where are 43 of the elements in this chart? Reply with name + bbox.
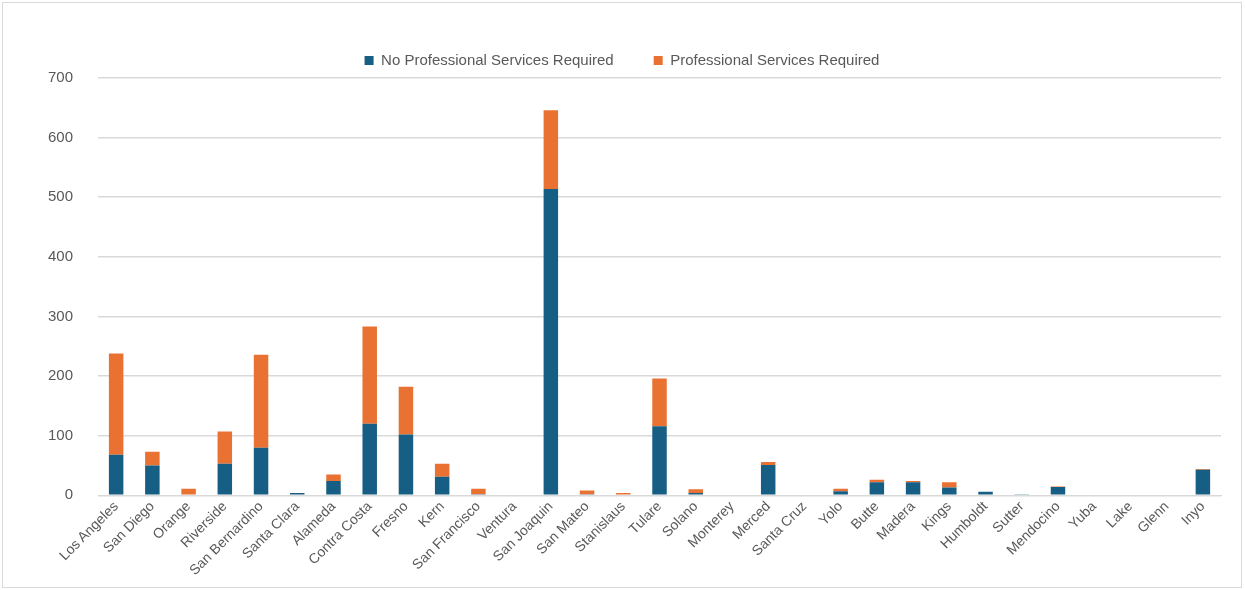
bar (326, 474, 341, 482)
bar (145, 465, 160, 495)
y-tick-label: 400 (48, 246, 74, 264)
y-tick-label: 700 (48, 68, 74, 86)
bar (760, 461, 776, 465)
bar (434, 476, 450, 495)
bar (253, 354, 269, 448)
bar (217, 431, 233, 464)
x-tick-label: Yolo (815, 497, 846, 529)
bar (108, 353, 124, 455)
bar (905, 482, 921, 495)
bar (1050, 486, 1066, 495)
y-tick-label: 0 (64, 485, 74, 503)
legend-label: Professional Services Required (670, 50, 880, 68)
bar (362, 326, 377, 424)
bar (942, 482, 957, 488)
bar (362, 423, 377, 495)
bar (942, 487, 957, 495)
y-tick-label: 100 (48, 425, 74, 443)
bar (217, 463, 233, 495)
bar (145, 451, 160, 466)
bar (434, 463, 450, 477)
bar (652, 378, 667, 427)
bar (108, 454, 124, 495)
legend-label: No Professional Services Required (381, 50, 614, 68)
bar (181, 488, 196, 495)
bar (253, 447, 269, 495)
x-tick-label: Inyo (1177, 497, 1208, 528)
bar (398, 386, 414, 435)
bar (326, 481, 341, 495)
bar (398, 434, 414, 495)
y-tick-label: 600 (48, 127, 74, 145)
bar (543, 188, 559, 495)
bar (543, 110, 559, 189)
y-tick-label: 300 (48, 306, 74, 324)
bar (869, 482, 885, 495)
bar (978, 491, 993, 495)
y-tick-label: 200 (48, 366, 74, 384)
bar (471, 488, 486, 495)
bar (652, 426, 667, 495)
y-tick-label: 500 (48, 187, 74, 205)
bar (1195, 469, 1211, 495)
bar (760, 464, 776, 495)
